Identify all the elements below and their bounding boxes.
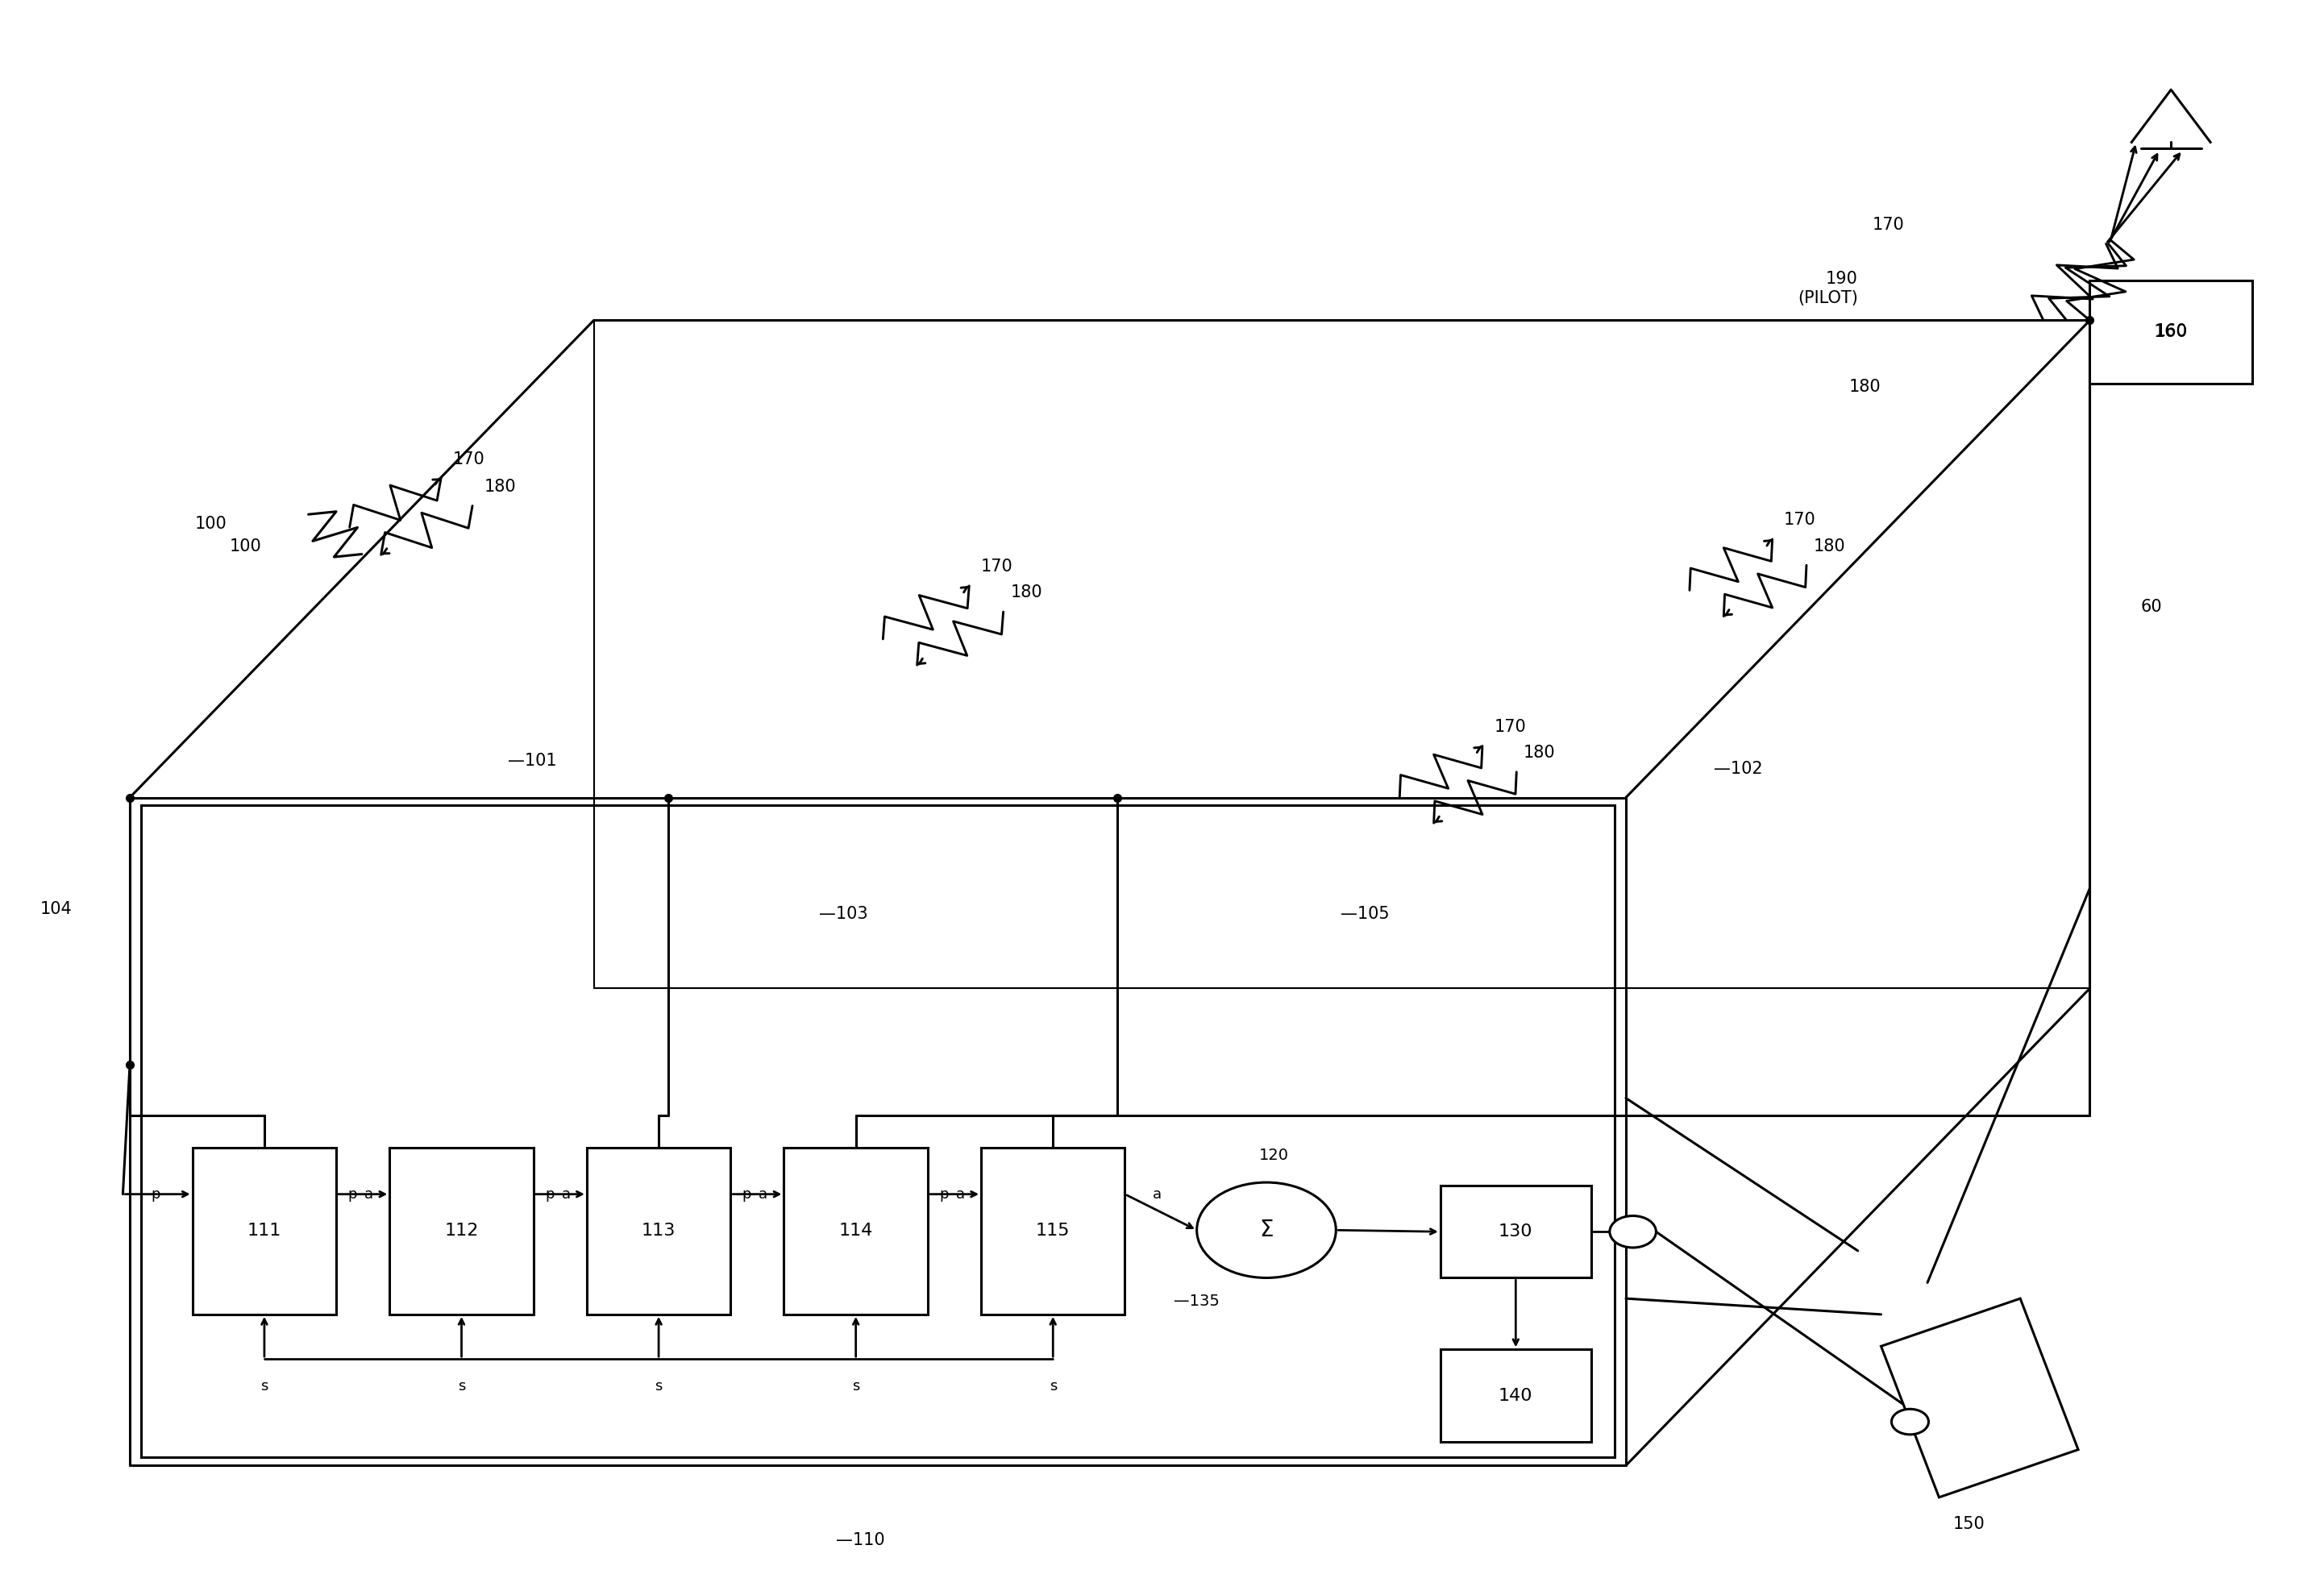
Text: 170: 170 bbox=[1785, 512, 1815, 528]
Text: a: a bbox=[758, 1187, 767, 1201]
Text: 100: 100 bbox=[195, 515, 228, 533]
Text: a: a bbox=[955, 1187, 964, 1201]
Circle shape bbox=[1611, 1215, 1657, 1247]
Text: —101: —101 bbox=[509, 753, 558, 769]
Text: s: s bbox=[260, 1378, 267, 1394]
Text: 140: 140 bbox=[1499, 1388, 1534, 1404]
Text: 130: 130 bbox=[1499, 1223, 1534, 1239]
Bar bbox=[1441, 1185, 1592, 1278]
Text: 115: 115 bbox=[1037, 1223, 1069, 1239]
Text: 190
(PILOT): 190 (PILOT) bbox=[1796, 271, 1857, 306]
Text: s: s bbox=[458, 1378, 465, 1394]
Text: 113: 113 bbox=[641, 1223, 676, 1239]
Text: —103: —103 bbox=[818, 906, 867, 922]
Bar bbox=[1441, 1349, 1592, 1442]
Text: p: p bbox=[151, 1187, 160, 1201]
Text: 180: 180 bbox=[1011, 585, 1041, 601]
Text: p: p bbox=[939, 1187, 948, 1201]
Text: 180: 180 bbox=[483, 478, 516, 494]
Bar bbox=[981, 1147, 1125, 1314]
Text: 170: 170 bbox=[1873, 217, 1903, 233]
Text: a: a bbox=[365, 1187, 374, 1201]
Text: 160: 160 bbox=[2154, 324, 2189, 340]
Bar bbox=[783, 1147, 927, 1314]
Bar bbox=[2089, 281, 2252, 384]
Text: 170: 170 bbox=[453, 451, 486, 467]
Text: 114: 114 bbox=[839, 1223, 874, 1239]
Text: —105: —105 bbox=[1341, 906, 1390, 922]
Text: a: a bbox=[1153, 1187, 1162, 1201]
Text: 170: 170 bbox=[981, 558, 1013, 574]
Text: 111: 111 bbox=[246, 1223, 281, 1239]
Text: 150: 150 bbox=[1952, 1517, 1985, 1533]
Text: 170: 170 bbox=[1494, 719, 1527, 735]
Circle shape bbox=[1197, 1182, 1336, 1278]
Bar bbox=[586, 1147, 730, 1314]
Text: s: s bbox=[655, 1378, 662, 1394]
Text: 100: 100 bbox=[230, 538, 263, 553]
Text: 104: 104 bbox=[40, 901, 72, 917]
Text: 180: 180 bbox=[1850, 380, 1880, 396]
Polygon shape bbox=[1880, 1298, 2078, 1498]
Text: 160: 160 bbox=[2154, 324, 2187, 340]
Text: 120: 120 bbox=[1260, 1148, 1290, 1163]
Circle shape bbox=[1892, 1408, 1929, 1434]
Text: s: s bbox=[853, 1378, 860, 1394]
Text: —110: —110 bbox=[837, 1533, 885, 1549]
Text: p: p bbox=[349, 1187, 358, 1201]
Text: 112: 112 bbox=[444, 1223, 479, 1239]
Text: 180: 180 bbox=[1813, 538, 1845, 553]
Text: p: p bbox=[546, 1187, 555, 1201]
Bar bbox=[390, 1147, 535, 1314]
Text: —135: —135 bbox=[1174, 1294, 1220, 1309]
Text: 60: 60 bbox=[2140, 598, 2161, 614]
Text: p: p bbox=[741, 1187, 751, 1201]
Text: s: s bbox=[1048, 1378, 1057, 1394]
Text: —102: —102 bbox=[1715, 761, 1764, 777]
Text: 180: 180 bbox=[1525, 745, 1555, 761]
Text: a: a bbox=[562, 1187, 569, 1201]
Text: Σ: Σ bbox=[1260, 1219, 1274, 1241]
Bar bbox=[142, 805, 1615, 1458]
Bar bbox=[193, 1147, 337, 1314]
